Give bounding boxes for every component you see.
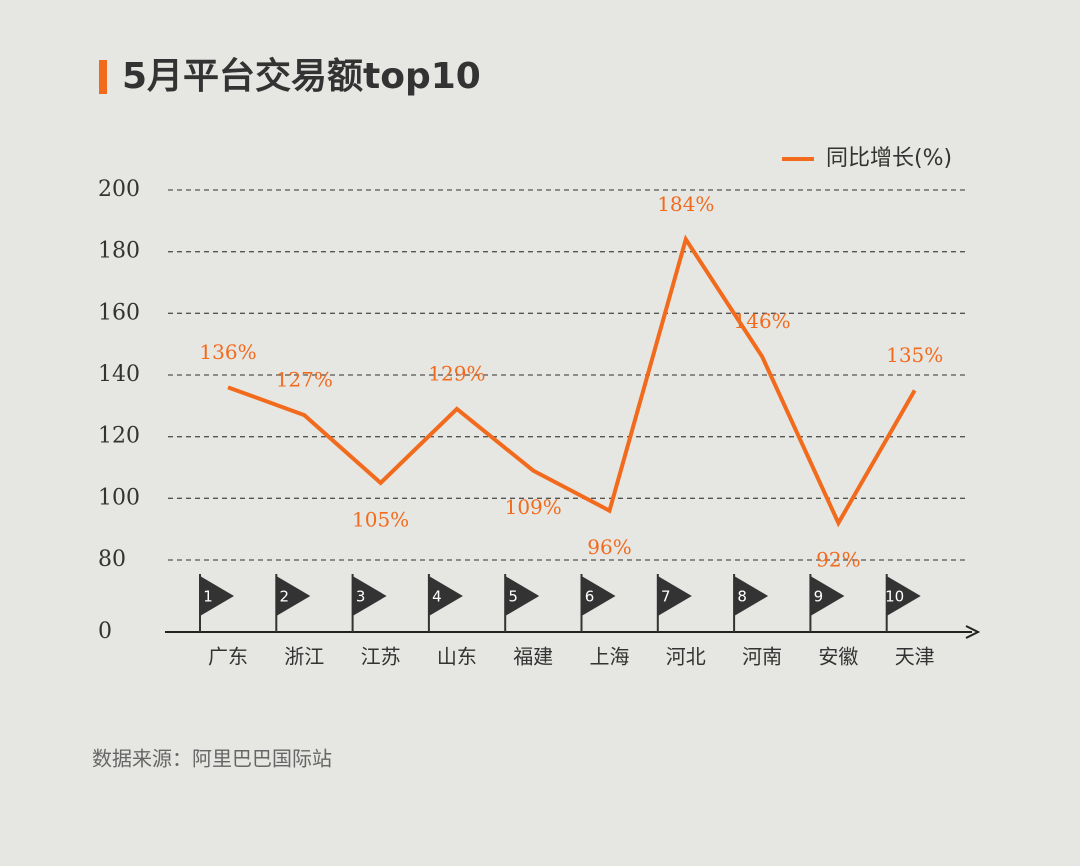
value-label: 109%: [505, 495, 562, 519]
y-tick-label: 160: [98, 300, 140, 325]
x-axis-arrow: [965, 625, 981, 639]
x-tick-label: 山东: [437, 645, 477, 669]
chart-title: 5月平台交易额top10: [122, 55, 481, 97]
value-label: 146%: [734, 309, 791, 333]
line: [227, 234, 917, 528]
y-tick-label: 200: [98, 177, 140, 202]
x-tick-label: 安徽: [818, 645, 858, 669]
x-tick-label: 河南: [742, 645, 782, 669]
rank-label: 4: [432, 588, 442, 606]
value-label: 105%: [352, 507, 409, 531]
y-tick-label: 100: [98, 485, 140, 510]
rank-label: 3: [356, 588, 366, 606]
x-tick-label: 广东: [208, 645, 248, 669]
value-label: 129%: [428, 361, 485, 385]
rank-label: 2: [280, 588, 290, 606]
rank-label: 6: [585, 588, 595, 606]
legend-label: 同比增长(%): [826, 146, 952, 171]
y-tick-label: 140: [98, 362, 140, 387]
flag: [352, 576, 387, 616]
flag: [200, 576, 234, 616]
x-tick-label: 上海: [590, 645, 630, 669]
rank-label: 9: [814, 588, 824, 606]
source: 数据来源：阿里巴巴国际站: [92, 747, 332, 771]
flag: [428, 576, 463, 616]
y-tick-label: 0: [98, 619, 112, 644]
rank-label: 5: [508, 588, 518, 606]
value-label: 135%: [886, 343, 943, 367]
flag: [810, 576, 845, 616]
y-tick-label: 120: [98, 424, 140, 449]
x-tick-label: 天津: [895, 645, 935, 669]
flag: [505, 576, 540, 616]
value-label: 184%: [657, 192, 714, 216]
x-tick-label: 河北: [666, 645, 706, 669]
flag: [581, 576, 616, 616]
rank-label: 1: [203, 588, 213, 606]
rank-label: 7: [661, 588, 671, 606]
y-tick-label: 180: [98, 239, 140, 264]
x-tick-label: 浙江: [284, 645, 324, 669]
flag: [276, 576, 311, 616]
y-tick-label: 80: [98, 547, 126, 572]
flag: [657, 576, 692, 616]
rank-label: 8: [737, 588, 747, 606]
value-label: 96%: [587, 535, 631, 559]
value-label: 127%: [276, 368, 333, 392]
title-accent: [99, 60, 107, 94]
x-tick-label: 福建: [513, 645, 553, 669]
rank-label: 10: [885, 588, 904, 606]
value-label: 92%: [816, 548, 860, 572]
value-label: 136%: [199, 340, 256, 364]
x-tick-label: 江苏: [361, 645, 401, 669]
flag: [734, 576, 769, 616]
flag: [886, 576, 921, 616]
